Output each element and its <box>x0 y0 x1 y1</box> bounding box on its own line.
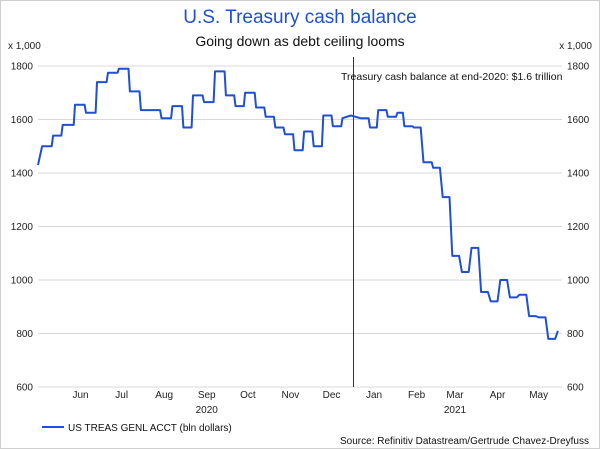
x-tick-label: Mar <box>446 390 464 401</box>
x-tick-label: Nov <box>281 390 299 401</box>
year-labels: 2020 2021 <box>196 405 467 416</box>
chart-title: U.S. Treasury cash balance <box>183 7 416 28</box>
y-tick-label-right: 800 <box>567 329 584 340</box>
year-label: 2021 <box>444 405 467 416</box>
y-tick-label-left: 1800 <box>11 62 34 73</box>
year-label: 2020 <box>196 405 219 416</box>
y-tick-label-left: 1000 <box>11 276 34 287</box>
chart-subtitle: Going down as debt ceiling looms <box>195 33 404 49</box>
end-2020-annotation: Treasury cash balance at end-2020: $1.6 … <box>341 71 563 83</box>
y-axis-unit-left: x 1,000 <box>8 41 41 52</box>
x-tick-label: Oct <box>240 390 256 401</box>
y-tick-label-right: 1400 <box>567 169 590 180</box>
x-tick-label: Jul <box>115 390 128 401</box>
y-tick-label-left: 1400 <box>11 169 34 180</box>
y-tick-label-right: 1000 <box>567 276 590 287</box>
x-tick-label: Jan <box>366 390 382 401</box>
y-tick-label-right: 600 <box>567 383 584 394</box>
x-tick-label: Aug <box>155 390 173 401</box>
y-axis-right: 600 800 1000 1200 1400 1600 1800 <box>567 62 590 394</box>
x-tick-label: Apr <box>490 390 506 401</box>
x-tick-label: Sep <box>198 390 216 401</box>
series-line-treasury-cash <box>37 67 559 340</box>
y-tick-label-right: 1600 <box>567 115 590 126</box>
y-tick-label-left: 600 <box>16 383 33 394</box>
x-tick-label: Jun <box>72 390 88 401</box>
x-axis: Jun Jul Aug Sep Oct Nov Dec Jan Feb Mar Apr May <box>72 390 548 401</box>
y-tick-label-right: 1200 <box>567 222 590 233</box>
gridlines <box>38 65 562 388</box>
y-tick-label-right: 1800 <box>567 62 590 73</box>
y-axis-left: 600 800 1000 1200 1400 1600 1800 <box>11 62 34 394</box>
x-tick-label: May <box>529 390 548 401</box>
y-tick-label-left: 800 <box>16 329 33 340</box>
x-tick-label: Dec <box>323 390 341 401</box>
legend-label: US TREAS GENL ACCT (bln dollars) <box>68 423 232 434</box>
x-tick-label: Feb <box>408 390 426 401</box>
y-tick-label-left: 1200 <box>11 222 34 233</box>
y-tick-label-left: 1600 <box>11 115 34 126</box>
y-axis-unit-right: x 1,000 <box>559 41 592 52</box>
source-note: Source: Refinitiv Datastream/Gertrude Ch… <box>340 436 589 447</box>
